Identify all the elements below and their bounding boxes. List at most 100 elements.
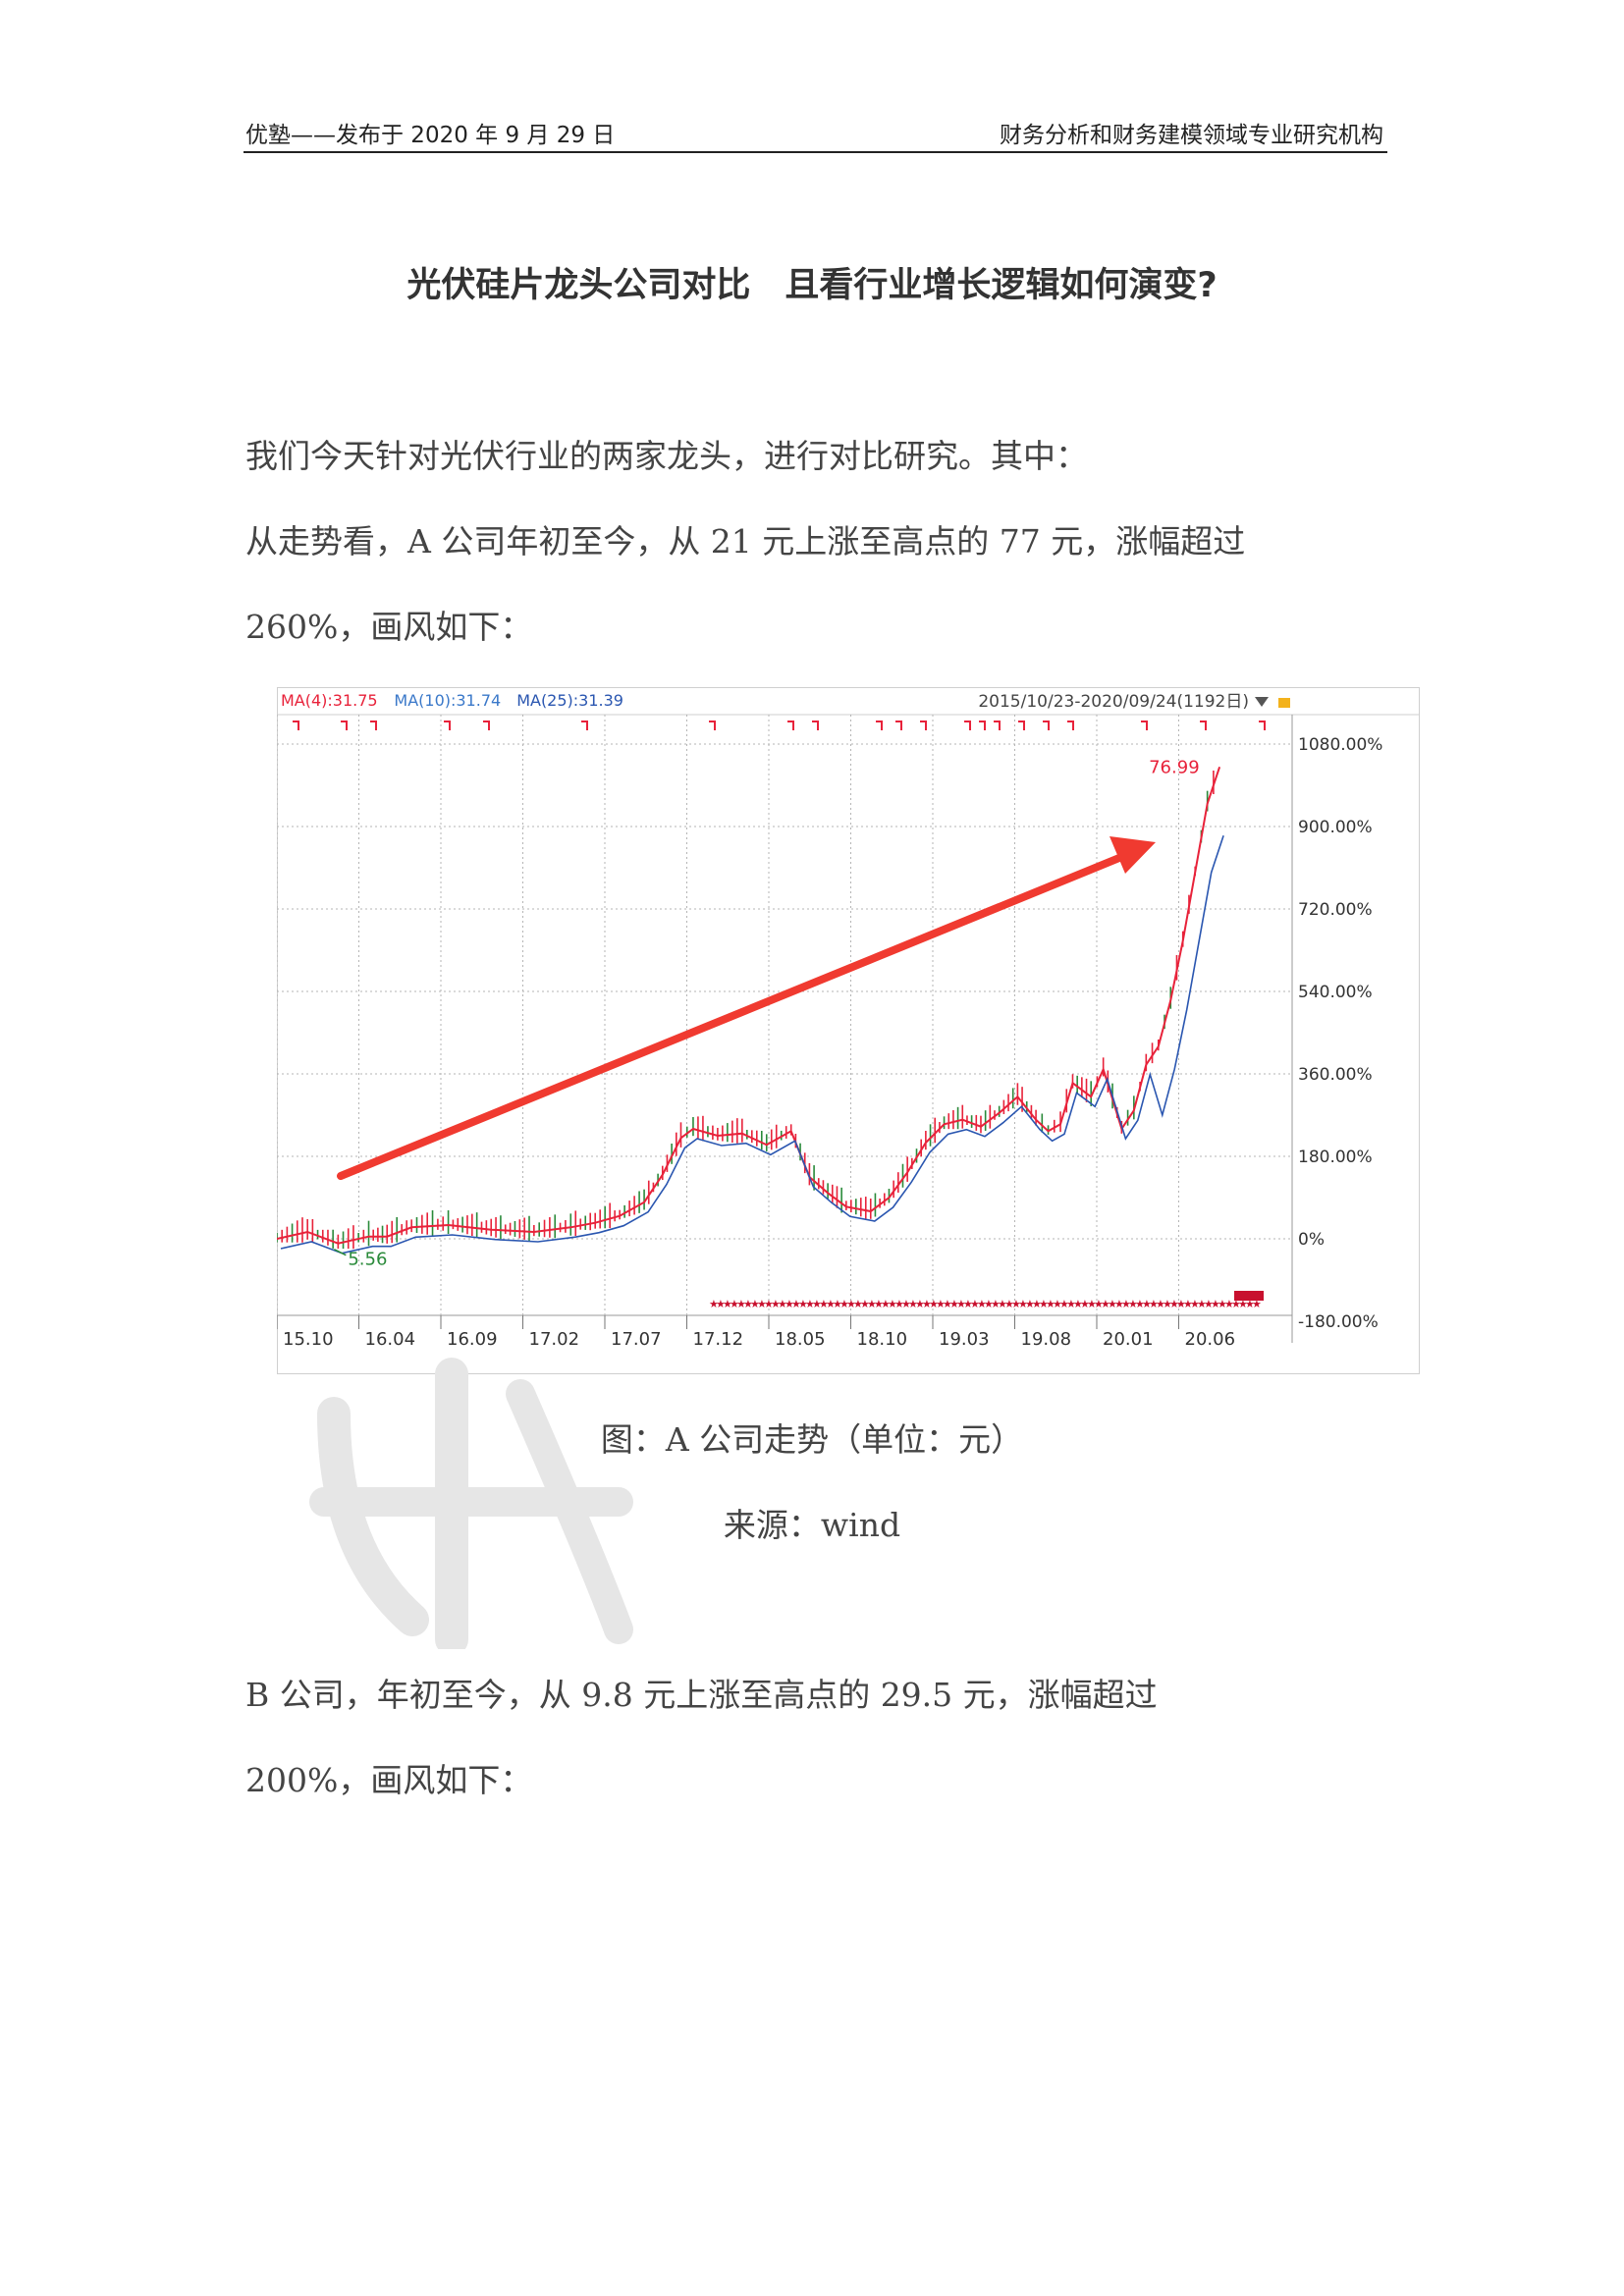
star-marker: ★ bbox=[956, 1298, 966, 1310]
event-marker bbox=[812, 721, 819, 730]
star-marker: ★ bbox=[922, 1298, 932, 1310]
paragraph-intro: 我们今天针对光伏行业的两家龙头，进行对比研究。其中： bbox=[245, 437, 1088, 475]
star-marker: ★ bbox=[874, 1298, 884, 1310]
event-marker bbox=[581, 721, 588, 730]
x-tick-label: 17.07 bbox=[611, 1329, 662, 1350]
star-marker: ★ bbox=[709, 1298, 719, 1310]
star-marker: ★ bbox=[723, 1298, 732, 1310]
star-marker: ★ bbox=[991, 1298, 1001, 1310]
page-header: 优塾——发布于 2020 年 9 月 29 日 财务分析和财务建模领域专业研究机… bbox=[244, 114, 1387, 153]
star-marker: ★ bbox=[812, 1298, 822, 1310]
star-marker: ★ bbox=[888, 1298, 897, 1310]
star-marker: ★ bbox=[846, 1298, 856, 1310]
star-marker: ★ bbox=[949, 1298, 959, 1310]
star-marker: ★ bbox=[1053, 1298, 1062, 1310]
figure-caption: 图：A 公司走势（单位：元） bbox=[600, 1420, 1024, 1459]
star-marker: ★ bbox=[826, 1298, 836, 1310]
star-marker: ★ bbox=[915, 1298, 925, 1310]
figure-source: 来源：wind bbox=[723, 1506, 901, 1544]
x-tick-label: 20.06 bbox=[1185, 1329, 1236, 1350]
x-tick-label: 18.10 bbox=[857, 1329, 908, 1350]
x-tick-label: 19.03 bbox=[939, 1329, 990, 1350]
star-marker: ★ bbox=[805, 1298, 815, 1310]
star-marker: ★ bbox=[791, 1298, 801, 1310]
event-marker bbox=[709, 721, 716, 730]
star-marker: ★ bbox=[1004, 1298, 1014, 1310]
star-marker: ★ bbox=[963, 1298, 973, 1310]
star-marker: ★ bbox=[778, 1298, 787, 1310]
star-marker: ★ bbox=[1218, 1298, 1227, 1310]
star-marker: ★ bbox=[1087, 1298, 1097, 1310]
event-marker bbox=[1200, 721, 1207, 730]
star-marker: ★ bbox=[750, 1298, 760, 1310]
y-tick-label: 540.00% bbox=[1298, 983, 1373, 1002]
x-tick-label: 18.05 bbox=[775, 1329, 826, 1350]
event-marker bbox=[920, 721, 927, 730]
high-annotation: 76.99 bbox=[1149, 757, 1200, 777]
star-marker: ★ bbox=[757, 1298, 767, 1310]
star-marker: ★ bbox=[1169, 1298, 1179, 1310]
event-marker bbox=[293, 721, 299, 730]
star-marker: ★ bbox=[1032, 1298, 1042, 1310]
header-publish-info: 优塾——发布于 2020 年 9 月 29 日 bbox=[245, 123, 616, 148]
star-marker: ★ bbox=[1011, 1298, 1021, 1310]
stock-chart: MA(4):31.75 MA(10):31.74 MA(25):31.39 2015/… bbox=[277, 687, 1420, 1374]
header-org-tagline: 财务分析和财务建模领域专业研究机构 bbox=[1000, 123, 1383, 148]
star-marker: ★ bbox=[1197, 1298, 1207, 1310]
star-marker: ★ bbox=[833, 1298, 842, 1310]
star-marker: ★ bbox=[730, 1298, 739, 1310]
y-tick-label: 360.00% bbox=[1298, 1065, 1373, 1085]
star-marker: ★ bbox=[743, 1298, 753, 1310]
x-tick-label: 19.08 bbox=[1021, 1329, 1072, 1350]
star-marker: ★ bbox=[894, 1298, 904, 1310]
event-marker bbox=[370, 721, 377, 730]
event-marker bbox=[341, 721, 348, 730]
event-marker bbox=[964, 721, 971, 730]
star-marker: ★ bbox=[1204, 1298, 1214, 1310]
star-marker: ★ bbox=[881, 1298, 891, 1310]
trend-arrow-shaft bbox=[337, 845, 1145, 1180]
star-marker: ★ bbox=[1231, 1298, 1241, 1310]
star-marker: ★ bbox=[819, 1298, 829, 1310]
ma-label: MA(25):31.39 bbox=[516, 691, 623, 710]
event-marker bbox=[876, 721, 883, 730]
star-marker: ★ bbox=[1073, 1298, 1083, 1310]
dropdown-icon bbox=[1255, 697, 1269, 707]
event-marker bbox=[979, 721, 986, 730]
y-tick-label: 180.00% bbox=[1298, 1148, 1373, 1167]
star-marker: ★ bbox=[970, 1298, 980, 1310]
star-marker: ★ bbox=[1046, 1298, 1056, 1310]
event-marker bbox=[1043, 721, 1050, 730]
signal-block bbox=[1234, 1291, 1264, 1301]
paragraph-a-line-1: 从走势看，A 公司年初至今，从 21 元上涨至高点的 77 元，涨幅超过 bbox=[245, 522, 1246, 561]
paragraph-b-line-1: B 公司，年初至今，从 9.8 元上涨至高点的 29.5 元，涨幅超过 bbox=[245, 1676, 1158, 1714]
star-marker: ★ bbox=[943, 1298, 952, 1310]
star-marker: ★ bbox=[1094, 1298, 1104, 1310]
star-marker: ★ bbox=[1176, 1298, 1186, 1310]
star-marker: ★ bbox=[1142, 1298, 1152, 1310]
x-tick-label: 17.02 bbox=[529, 1329, 580, 1350]
star-marker: ★ bbox=[1025, 1298, 1035, 1310]
lock-icon bbox=[1278, 698, 1290, 708]
star-marker: ★ bbox=[1183, 1298, 1193, 1310]
series-line-short-ma bbox=[277, 766, 1221, 1245]
y-tick-label: 0% bbox=[1298, 1230, 1325, 1250]
event-marker bbox=[483, 721, 490, 730]
paragraph-b-line-2: 200%，画风如下： bbox=[245, 1761, 533, 1799]
star-marker: ★ bbox=[860, 1298, 870, 1310]
star-marker: ★ bbox=[736, 1298, 746, 1310]
paragraph-a-line-2: 260%，画风如下： bbox=[245, 608, 533, 646]
star-marker: ★ bbox=[1156, 1298, 1165, 1310]
star-marker: ★ bbox=[1121, 1298, 1131, 1310]
star-marker: ★ bbox=[936, 1298, 946, 1310]
star-marker: ★ bbox=[798, 1298, 808, 1310]
star-marker: ★ bbox=[1039, 1298, 1049, 1310]
ma-label: MA(4):31.75 bbox=[281, 691, 378, 710]
event-marker bbox=[1018, 721, 1025, 730]
trend-arrow-head bbox=[1110, 836, 1156, 874]
star-marker: ★ bbox=[853, 1298, 863, 1310]
star-marker: ★ bbox=[1114, 1298, 1124, 1310]
star-marker: ★ bbox=[1108, 1298, 1117, 1310]
star-marker: ★ bbox=[977, 1298, 987, 1310]
star-marker: ★ bbox=[1128, 1298, 1138, 1310]
